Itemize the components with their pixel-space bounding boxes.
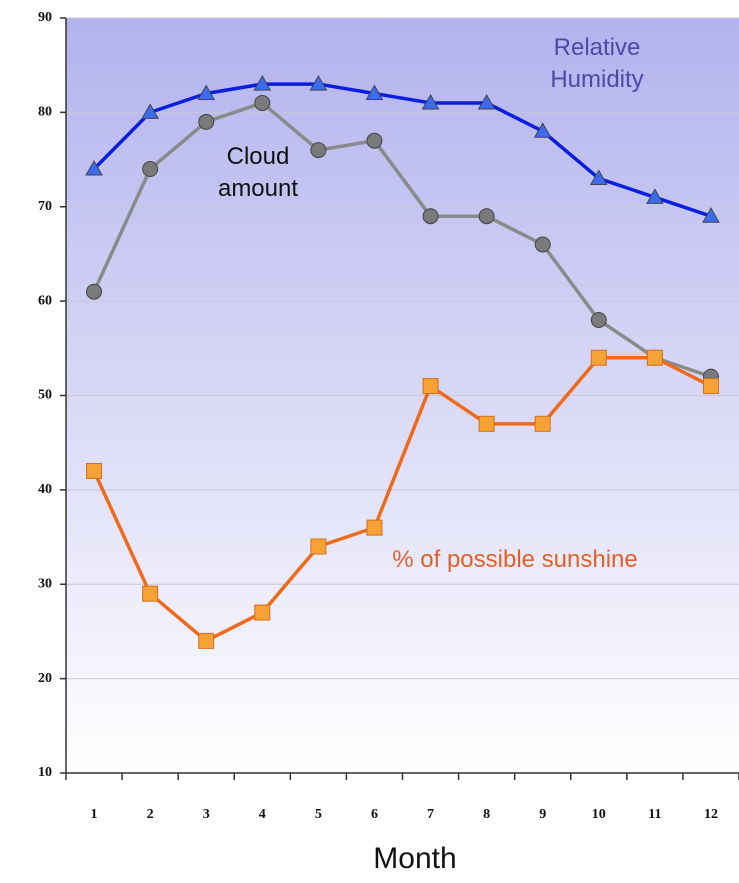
y-tick-label: 50 (38, 388, 52, 403)
triangle-marker (646, 188, 664, 204)
triangle-marker (702, 207, 720, 223)
series-label: % of possible sunshine (392, 546, 638, 573)
circle-marker (478, 208, 495, 225)
circle-marker (310, 142, 327, 159)
square-marker (478, 415, 495, 432)
x-tick-label: 1 (91, 807, 98, 822)
y-tick-label: 60 (38, 293, 52, 308)
circle-marker (142, 161, 159, 177)
square-marker (422, 378, 439, 395)
circle-marker (86, 283, 103, 300)
series-line (92, 101, 712, 379)
triangle-marker (309, 75, 328, 91)
square-marker (86, 463, 103, 479)
triangle-marker (141, 103, 159, 119)
y-tick-label: 80 (38, 105, 52, 120)
y-tick-label: 10 (38, 765, 52, 780)
x-tick-label: 8 (483, 807, 490, 822)
triangle-marker (365, 84, 384, 100)
circle-marker (534, 236, 551, 253)
x-axis-label: Month (373, 842, 456, 875)
y-tick-label: 90 (38, 10, 52, 25)
square-marker (366, 519, 383, 536)
series-label: Relative Humidity (550, 34, 644, 93)
series-line (92, 356, 712, 643)
circle-marker (422, 208, 439, 225)
square-marker (142, 585, 159, 602)
square-marker (534, 415, 551, 432)
x-tick-label: 2 (147, 807, 154, 822)
square-marker (254, 604, 271, 621)
series-line (92, 82, 712, 218)
triangle-marker (477, 93, 496, 110)
y-tick-label: 70 (38, 199, 52, 214)
x-tick-label: 3 (203, 807, 210, 822)
y-tick-label: 30 (38, 576, 52, 591)
x-tick-label: 4 (259, 807, 266, 822)
x-tick-label: 9 (539, 807, 546, 822)
circle-marker (198, 113, 215, 130)
x-tick-label: 12 (704, 807, 718, 822)
circle-marker (254, 94, 271, 111)
square-marker (702, 378, 719, 395)
circle-marker (366, 132, 383, 149)
triangle-marker (421, 93, 440, 110)
x-tick-label: 11 (648, 807, 661, 822)
x-tick-label: 6 (371, 807, 378, 822)
triangle-marker (589, 169, 608, 185)
triangle-marker (85, 159, 103, 176)
square-marker (590, 349, 607, 366)
triangle-marker (197, 84, 216, 100)
triangle-marker (253, 75, 272, 91)
y-tick-label: 20 (38, 671, 52, 686)
x-tick-label: 10 (592, 807, 606, 822)
square-marker (310, 538, 327, 555)
square-marker (646, 349, 663, 366)
x-tick-label: 7 (427, 807, 434, 822)
triangle-marker (533, 122, 552, 138)
square-marker (198, 632, 215, 649)
x-tick-label: 5 (315, 807, 322, 822)
y-tick-label: 40 (38, 482, 52, 497)
circle-marker (590, 312, 607, 328)
series-label: Cloud amount (217, 143, 299, 202)
